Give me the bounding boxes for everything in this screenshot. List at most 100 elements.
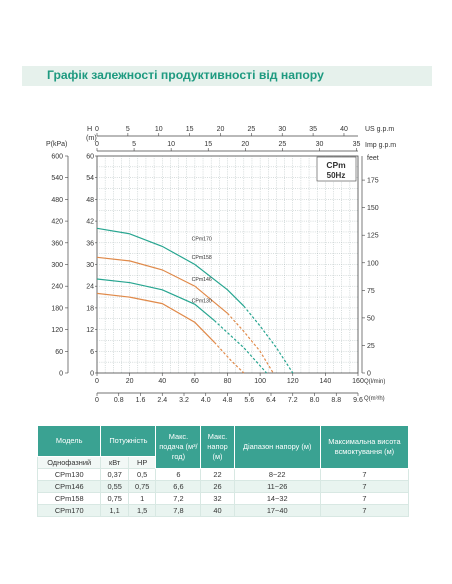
cell-suction: 7 — [319, 504, 410, 517]
x-tick-label-lmin: 0 — [95, 378, 99, 385]
col-max-flow: Макс. подача (м³/год) — [155, 425, 202, 469]
y-tick-label-feet: 0 — [367, 371, 371, 378]
curve-dashed-cpm158 — [227, 312, 274, 374]
cell-hp: 1 — [127, 492, 157, 505]
series-label: CPm146 — [192, 277, 212, 283]
y-tick-label-head: 24 — [86, 284, 94, 291]
x-tick-label-lmin: 100 — [254, 378, 266, 385]
x-tick-label-us-gpm: 0 — [95, 126, 99, 133]
curve-cpm130 — [96, 292, 215, 343]
x-tick-label-m3h: 4.8 — [223, 397, 233, 404]
y-tick-label-head: 54 — [86, 175, 94, 182]
cell-head: 40 — [200, 504, 235, 517]
y-tick-label-head: 60 — [86, 154, 94, 161]
cell-kw: 0,75 — [100, 492, 129, 505]
cell-range: 11~26 — [233, 480, 321, 493]
x-tick-label-lmin: 20 — [126, 378, 134, 385]
x-tick-label-m3h: 4.0 — [201, 397, 211, 404]
x-tick-label-us-gpm: 25 — [247, 126, 255, 133]
y-tick-label-feet: 175 — [367, 178, 379, 185]
y-tick-label-head: 42 — [86, 219, 94, 226]
page-title: Графік залежності продуктивності від нап… — [47, 68, 324, 82]
subhead-single-phase: Однофазний — [36, 456, 102, 469]
y-tick-label-feet: 150 — [367, 205, 379, 212]
x-tick-label-m3h: 3.2 — [179, 397, 189, 404]
cell-model: CPm130 — [36, 468, 102, 481]
series-label: CPm130 — [192, 298, 212, 304]
x-tick-label-m3h: 8.0 — [310, 397, 320, 404]
cell-range: 8~22 — [233, 468, 321, 481]
chart-labels: 06121824303642485460H(m)0601201802403003… — [46, 124, 396, 404]
x-tick-label-lmin: 120 — [287, 378, 299, 385]
cell-kw: 0,37 — [100, 468, 129, 481]
x-tick-label-us-gpm: 30 — [278, 126, 286, 133]
x-tick-label-us-gpm: 15 — [186, 126, 194, 133]
x-tick-label-m3h: 7.2 — [288, 397, 298, 404]
y-tick-label-head: 48 — [86, 197, 94, 204]
y-label-head-h: H — [87, 124, 92, 133]
x-tick-label-us-gpm: 10 — [155, 126, 163, 133]
cell-flow: 6 — [155, 468, 202, 481]
cell-kw: 0,55 — [100, 480, 129, 493]
x-tick-label-imp-gpm: 5 — [132, 141, 136, 148]
col-model: Модель — [36, 425, 102, 457]
subhead-hp: HP — [127, 456, 157, 469]
cell-range: 14~32 — [233, 492, 321, 505]
x-tick-label-m3h: 5.6 — [244, 397, 254, 404]
x-label-us-gpm: US g.p.m — [365, 126, 394, 133]
cell-hp: 0,5 — [127, 468, 157, 481]
curve-cpm170 — [96, 227, 245, 307]
spec-table: Модель Потужність Макс. подача (м³/год) … — [36, 425, 410, 517]
cell-head: 22 — [200, 468, 235, 481]
performance-chart: 06121824303642485460H(m)0601201802403003… — [46, 124, 396, 404]
y-tick-label-feet: 75 — [367, 288, 375, 295]
y-tick-label-pressure: 600 — [51, 154, 63, 161]
y-tick-label-head: 0 — [90, 371, 94, 378]
chart-axes — [65, 133, 365, 396]
table-row: CPm130 0,37 0,5 6 22 8~22 7 — [36, 468, 410, 481]
y-tick-label-pressure: 120 — [51, 327, 63, 334]
y-tick-label-pressure: 60 — [55, 349, 63, 356]
x-tick-label-imp-gpm: 0 — [95, 141, 99, 148]
x-tick-label-imp-gpm: 30 — [316, 141, 324, 148]
x-tick-label-us-gpm: 5 — [126, 126, 130, 133]
y-tick-label-pressure: 540 — [51, 175, 63, 182]
y-tick-label-pressure: 300 — [51, 262, 63, 269]
curve-dashed-cpm130 — [213, 341, 245, 374]
x-tick-label-imp-gpm: 35 — [353, 141, 361, 148]
cell-flow: 7,8 — [155, 504, 202, 517]
cell-range: 17~40 — [233, 504, 321, 517]
x-tick-label-lmin: 60 — [191, 378, 199, 385]
y-tick-label-head: 6 — [90, 349, 94, 356]
x-tick-label-us-gpm: 20 — [217, 126, 225, 133]
y-tick-label-pressure: 240 — [51, 284, 63, 291]
curve-cpm158 — [96, 256, 228, 314]
y-tick-label-head: 12 — [86, 327, 94, 334]
y-tick-label-head: 30 — [86, 262, 94, 269]
header-band — [22, 66, 432, 86]
table-row: CPm146 0,55 0,75 6,6 26 11~26 7 — [36, 480, 410, 493]
y-tick-label-head: 18 — [86, 305, 94, 312]
x-tick-label-lmin: 160 — [352, 378, 364, 385]
chart-title-line1: CPm — [326, 160, 346, 170]
y-label-head-m: (m) — [86, 133, 97, 142]
x-tick-label-lmin: 40 — [158, 378, 166, 385]
subhead-kw: кВт — [100, 456, 129, 469]
y-tick-label-feet: 125 — [367, 233, 379, 240]
x-tick-label-imp-gpm: 20 — [241, 141, 249, 148]
x-tick-label-imp-gpm: 10 — [167, 141, 175, 148]
x-tick-label-m3h: 0.8 — [114, 397, 124, 404]
curve-dashed-cpm170 — [243, 305, 294, 374]
col-max-head: Макс. напор (м) — [200, 425, 235, 469]
cell-kw: 1,1 — [100, 504, 129, 517]
cell-flow: 6,6 — [155, 480, 202, 493]
x-tick-label-m3h: 8.8 — [331, 397, 341, 404]
chart-grid — [96, 155, 359, 374]
cell-suction: 7 — [319, 468, 410, 481]
x-tick-label-m3h: 0 — [95, 397, 99, 404]
y-tick-label-pressure: 360 — [51, 240, 63, 247]
curve-cpm146 — [96, 278, 215, 322]
y-tick-label-feet: 50 — [367, 315, 375, 322]
y-tick-label-feet: 25 — [367, 343, 375, 350]
table-row: CPm170 1,1 1,5 7,8 40 17~40 7 — [36, 504, 410, 517]
